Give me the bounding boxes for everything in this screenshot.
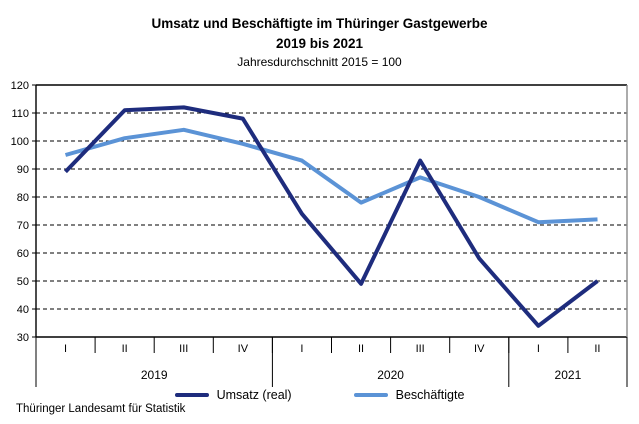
source-note: Thüringer Landesamt für Statistik (16, 403, 186, 415)
year-label: 2021 (555, 368, 582, 382)
quarter-label: I (300, 343, 303, 355)
year-label: 2020 (377, 368, 404, 382)
series-line-umsatz (64, 105, 599, 328)
y-tick-label: 30 (17, 332, 29, 344)
quarter-label: I (64, 343, 67, 355)
legend-item-umsatz: Umsatz (real) (174, 388, 292, 402)
legend-label-umsatz: Umsatz (real) (216, 388, 292, 402)
quarter-label: III (179, 343, 188, 355)
y-tick-label: 110 (11, 108, 29, 120)
chart-title-years: 2019 bis 2021 (275, 35, 364, 51)
beschaeftigte-line-swatch (353, 393, 388, 397)
quarter-label: III (416, 343, 425, 355)
title-block: Umsatz und Beschäftigte im Thüringer Gas… (0, 14, 639, 72)
chart-legend: Umsatz (real) Beschäftigte (0, 388, 639, 402)
y-tick-label: 120 (11, 80, 29, 92)
y-tick-label: 80 (17, 192, 29, 204)
year-label: 2019 (141, 368, 168, 382)
y-tick-label: 40 (17, 304, 29, 316)
y-tick-label: 60 (17, 248, 29, 260)
quarter-label: IV (238, 343, 249, 355)
quarter-label: II (594, 343, 600, 355)
y-tick-label: 100 (11, 136, 29, 148)
chart-subtitle: Jahresdurchschnitt 2015 = 100 (237, 55, 402, 70)
series-line-beschaeftigte (64, 127, 598, 225)
umsatz-line-swatch (174, 393, 209, 397)
y-tick-label: 70 (17, 220, 29, 232)
quarter-label: I (537, 343, 540, 355)
quarter-label: II (358, 343, 364, 355)
quarter-label: IV (474, 343, 485, 355)
legend-label-beschaeftigte: Beschäftigte (395, 388, 465, 402)
legend-item-beschaeftigte: Beschäftigte (353, 388, 465, 402)
quarter-label: II (122, 343, 128, 355)
y-tick-label: 90 (17, 164, 29, 176)
chart-title: Umsatz und Beschäftigte im Thüringer Gas… (151, 16, 488, 31)
y-tick-label: 50 (17, 276, 29, 288)
